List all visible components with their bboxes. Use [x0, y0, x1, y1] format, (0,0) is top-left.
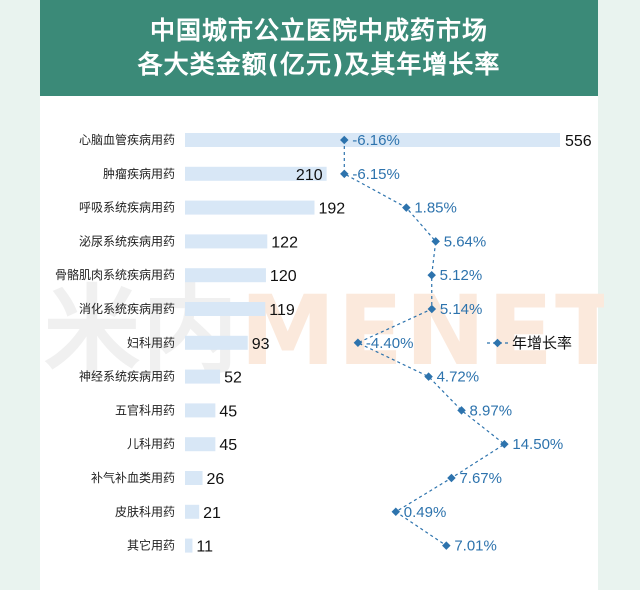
growth-rate-label: 0.49% [404, 504, 447, 521]
bar [185, 369, 221, 384]
bar-value-label: 556 [565, 133, 592, 150]
growth-rate-point [391, 507, 401, 517]
bar-value-label: 93 [252, 336, 270, 353]
growth-rate-label: 7.67% [459, 470, 502, 487]
bar-value-label: 45 [219, 403, 237, 420]
chart-title-line2: 各大类金额(亿元)及其年增长率 [137, 50, 501, 79]
bar [185, 166, 327, 181]
category-label: 妇科用药 [127, 336, 175, 350]
growth-rate-point [442, 541, 451, 550]
growth-rate-label: 1.85% [414, 200, 457, 217]
category-label: 骨骼肌肉系统疾病用药 [55, 267, 175, 282]
bar [185, 234, 268, 249]
category-label: 消化系统疾病用药 [79, 301, 175, 316]
growth-rate-label: -6.16% [352, 132, 400, 149]
category-label: 其它用药 [127, 538, 175, 553]
growth-rate-label: 5.64% [444, 233, 487, 250]
bar-value-label: 120 [270, 268, 297, 285]
bar-value-label: 45 [219, 437, 237, 454]
bar [185, 471, 203, 485]
bar [185, 538, 193, 553]
growth-rate-label: 4.72% [437, 369, 480, 386]
legend-label: 年增长率 [512, 334, 572, 352]
category-label: 泌尿系统疾病用药 [79, 233, 175, 248]
growth-rate-label: 14.50% [512, 436, 563, 453]
growth-rate-point [427, 304, 437, 314]
category-label: 呼吸系统疾病用药 [79, 200, 175, 215]
growth-rate-point [431, 237, 440, 246]
growth-rate-point [447, 473, 456, 483]
category-label: 肿瘤疾病用药 [103, 166, 175, 181]
bar-value-label: 11 [196, 539, 213, 556]
bar-value-label: 119 [269, 302, 295, 319]
bar-value-label: 21 [203, 505, 221, 522]
bar [185, 437, 216, 452]
growth-rate-label: 8.97% [470, 402, 513, 419]
category-label: 心脑血管疾病用药 [79, 132, 175, 147]
growth-rate-label: 5.14% [440, 301, 483, 318]
growth-rate-label: -6.15% [352, 166, 400, 183]
category-label: 五官科用药 [115, 402, 175, 417]
growth-rate-point [353, 338, 363, 348]
menet-watermark: 米内MENET [44, 276, 604, 386]
chart-header: 中国城市公立医院中成药市场 各大类金额(亿元)及其年增长率 [40, 0, 598, 96]
bar [185, 200, 315, 215]
bar [185, 403, 216, 418]
growth-rate-point [427, 270, 436, 280]
bar [185, 335, 248, 350]
legend-marker [493, 338, 502, 348]
bar-value-label: 210 [296, 167, 323, 184]
category-label: 补气补血类用药 [91, 470, 175, 485]
category-label: 儿科用药 [127, 437, 175, 451]
bar-value-label: 192 [318, 201, 345, 218]
growth-rate-point [402, 203, 411, 212]
growth-rate-label: 5.12% [440, 267, 483, 284]
bar-value-label: 26 [207, 471, 225, 488]
bar [185, 504, 200, 519]
bar [185, 133, 560, 147]
bar-value-label: 52 [224, 370, 242, 387]
growth-rate-point [340, 169, 349, 179]
category-label: 皮肤科用药 [115, 504, 175, 519]
chart-title-line1: 中国城市公立医院中成药市场 [149, 16, 488, 45]
bar-value-label: 122 [271, 234, 298, 251]
category-label: 神经系统疾病用药 [79, 369, 175, 384]
bar [185, 268, 266, 283]
growth-rate-label: -4.40% [366, 335, 414, 352]
growth-rate-label: 7.01% [454, 538, 497, 555]
growth-rate-point [340, 135, 349, 145]
bar [185, 302, 266, 316]
